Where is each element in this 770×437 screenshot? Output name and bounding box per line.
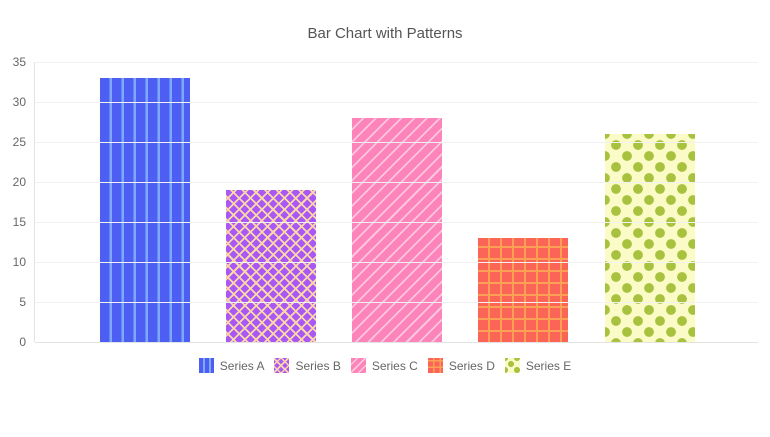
y-tick-label: 10 bbox=[12, 255, 26, 269]
legend-swatch-series-d-icon bbox=[427, 358, 443, 373]
gridline bbox=[35, 181, 758, 183]
legend-label: Series B bbox=[295, 358, 341, 373]
bar-series-b bbox=[225, 190, 316, 342]
bar-series-d bbox=[478, 238, 569, 342]
legend-item-series-d[interactable]: Series D bbox=[427, 358, 495, 373]
plot-area bbox=[34, 61, 758, 343]
bar-series-c bbox=[352, 118, 442, 342]
legend-item-series-b[interactable]: Series B bbox=[274, 358, 341, 373]
legend-label: Series D bbox=[448, 358, 495, 373]
legend-label: Series C bbox=[371, 358, 418, 373]
gridline bbox=[35, 261, 758, 263]
legend-item-series-e[interactable]: Series E bbox=[504, 358, 572, 373]
gridline bbox=[35, 101, 758, 103]
bar-series-a bbox=[99, 78, 190, 342]
gridline bbox=[35, 221, 758, 223]
gridline bbox=[35, 61, 758, 63]
legend-swatch-series-e-icon bbox=[504, 358, 520, 373]
legend-label: Series A bbox=[219, 358, 265, 373]
bar-series-e bbox=[604, 134, 695, 342]
chart-title: Bar Chart with Patterns bbox=[307, 25, 463, 42]
y-tick-label: 25 bbox=[12, 135, 26, 149]
y-tick-label: 30 bbox=[12, 95, 26, 109]
legend-swatch-series-a-icon bbox=[198, 358, 214, 373]
y-tick-label: 5 bbox=[19, 295, 26, 309]
y-tick-label: 35 bbox=[12, 55, 26, 69]
gridline bbox=[35, 341, 758, 343]
legend-item-series-c[interactable]: Series C bbox=[350, 358, 418, 373]
legend-label: Series E bbox=[525, 358, 572, 373]
y-tick-label: 15 bbox=[12, 215, 26, 229]
legend-swatch-series-b-icon bbox=[274, 358, 290, 373]
y-axis: 0 5 10 15 20 25 30 35 bbox=[0, 55, 26, 349]
legend-item-series-a[interactable]: Series A bbox=[198, 358, 265, 373]
gridline bbox=[35, 301, 758, 303]
y-tick-label: 0 bbox=[19, 335, 26, 349]
gridline bbox=[35, 141, 758, 143]
legend: Series A Series B Series C Series D Seri… bbox=[0, 358, 770, 373]
y-tick-label: 20 bbox=[12, 175, 26, 189]
legend-swatch-series-c-icon bbox=[350, 358, 366, 373]
